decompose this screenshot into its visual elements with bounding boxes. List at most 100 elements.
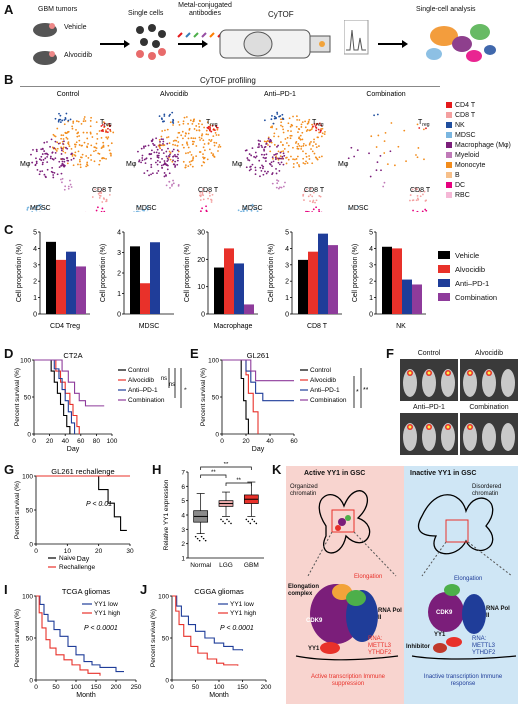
chart-title: CGGA gliomas <box>194 587 244 596</box>
legend-item: Anti–PD-1 <box>438 276 518 290</box>
tsne-point <box>58 161 60 163</box>
x-axis-label: Macrophage <box>214 323 253 330</box>
legend-label: Myeloid <box>455 152 479 159</box>
cd8-t-label: CD8 T <box>198 187 219 194</box>
x-axis-label: Day <box>67 446 80 453</box>
tsne-point <box>55 152 57 154</box>
tsne-point <box>151 149 153 151</box>
tsne-point <box>307 162 309 164</box>
tsne-point <box>208 139 210 141</box>
tsne-point <box>416 199 418 201</box>
tsne-point <box>59 119 61 121</box>
tsne-point <box>199 137 201 139</box>
tsne-point <box>85 120 87 122</box>
tsne-point <box>203 162 205 164</box>
tsne-point <box>202 153 204 155</box>
tsne-point <box>266 173 268 175</box>
outlier-point <box>199 540 201 542</box>
tsne-point <box>301 123 303 125</box>
y-tick-label: 1 <box>369 295 373 302</box>
treg-subscript: reg <box>422 122 429 128</box>
tsne-point <box>214 129 216 131</box>
tsne-point <box>156 155 158 157</box>
x-tick-label: 80 <box>93 438 101 445</box>
tsne-points <box>26 113 114 212</box>
tsne-point <box>184 135 186 137</box>
tsne-point <box>157 160 159 162</box>
y-axis-label: Percent survival (%) <box>14 609 21 667</box>
y-tick-label: 0 <box>215 432 219 439</box>
tsne-point <box>180 134 182 136</box>
tsne-point <box>276 128 278 130</box>
y-tick-label: 100 <box>208 358 219 365</box>
mdsc-label: MDSC <box>30 205 51 212</box>
tsne-point <box>74 144 76 146</box>
tsne-point <box>103 211 105 212</box>
legend-item: CD4 T <box>446 100 518 110</box>
legend-item: Combination <box>438 290 518 304</box>
arrow-icon <box>178 36 208 54</box>
legend-swatch <box>446 182 452 188</box>
outlier-point <box>230 523 232 525</box>
x-axis-label: Month <box>76 692 96 699</box>
y-tick-label: 7 <box>181 470 185 477</box>
tsne-point <box>212 194 214 196</box>
tsne-point <box>380 155 382 157</box>
x-tick-label: 0 <box>220 438 224 445</box>
tsne-point <box>192 137 194 139</box>
tsne-point <box>73 164 75 166</box>
legend-swatch <box>446 142 452 148</box>
tsne-point <box>321 136 323 138</box>
tsne-point <box>36 162 38 164</box>
y-axis-label: Cell proportion (%) <box>184 244 191 302</box>
tsne-point <box>159 144 161 146</box>
tsne-point <box>187 165 189 167</box>
tsne-point <box>301 132 303 134</box>
tsne-point <box>148 145 150 147</box>
tsne-point <box>145 162 147 164</box>
tsne-point <box>63 140 65 142</box>
tsne-point <box>32 149 34 151</box>
tsne-point <box>252 164 254 166</box>
y-axis-label: Percent survival (%) <box>150 609 157 667</box>
tsne-point <box>246 166 248 168</box>
tsne-condition-label: Alvocidib <box>160 91 188 98</box>
outlier-point <box>250 523 252 525</box>
tsne-point <box>313 208 315 210</box>
tsne-point <box>159 147 161 149</box>
tsne-point <box>78 140 80 142</box>
alvocidib-label: Alvocidib <box>64 52 92 59</box>
tsne-points <box>133 112 221 212</box>
tsne-point <box>296 119 298 121</box>
tsne-point <box>42 148 44 150</box>
tsne-point <box>311 195 313 197</box>
tsne-point <box>265 160 267 162</box>
tsne-point <box>154 144 156 146</box>
tsne-point <box>163 113 165 115</box>
tsne-point <box>156 146 158 148</box>
tsne-point <box>394 164 396 166</box>
tsne-point <box>309 158 311 160</box>
tsne-point <box>273 160 275 162</box>
legend-item: RBC <box>446 190 518 200</box>
legend-label: B <box>455 172 460 179</box>
tsne-point <box>298 166 300 168</box>
tsne-point <box>302 162 304 164</box>
tsne-point <box>286 163 288 165</box>
x-tick-label: 0 <box>32 438 36 445</box>
tsne-point <box>187 123 189 125</box>
tsne-point <box>168 155 170 157</box>
tsne-point <box>158 157 160 159</box>
tsne-point <box>357 149 359 151</box>
tsne-point <box>82 154 84 156</box>
spectra-icon <box>344 20 372 60</box>
tsne-point <box>168 136 170 138</box>
sig-label: * <box>356 389 359 396</box>
survival-curve-control <box>222 360 248 434</box>
tsne-point <box>265 143 267 145</box>
tsne-point <box>305 153 307 155</box>
tsne-point <box>318 209 320 211</box>
outlier-point <box>246 519 248 521</box>
bar-anti-pd-1 <box>318 234 328 314</box>
